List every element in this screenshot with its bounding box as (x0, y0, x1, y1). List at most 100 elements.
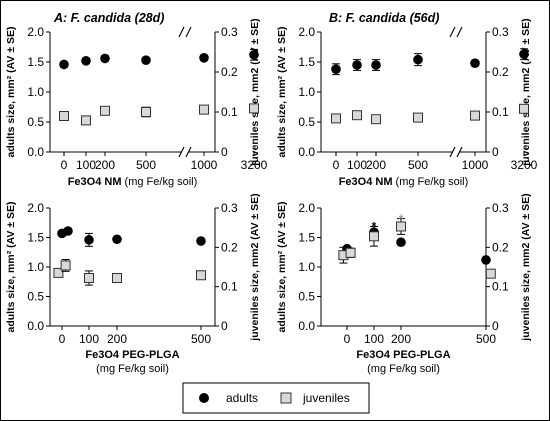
y-left-tick-label: 0.5 (298, 115, 315, 129)
chart-title: A: F. candida (28d) (53, 11, 164, 25)
chart-panel-3: 0.0 0.5 1.0 1.5 2.0 0 0.1 0.2 0.3 0 100 200 500 adult… (5, 193, 261, 375)
juveniles-point (369, 231, 379, 242)
juveniles-point (81, 115, 91, 126)
x-tick-label: 200 (366, 158, 386, 172)
adults-point (112, 234, 122, 245)
y-left-tick-label: 0.0 (27, 145, 44, 159)
x-axis-title-unit: (mg Fe/kg soil) (367, 363, 440, 375)
x-tick-label: 100 (364, 332, 384, 346)
y-left-tick-label: 2.0 (27, 201, 44, 215)
y-right-tick-label: 0.3 (221, 25, 238, 39)
x-tick-label: 100 (76, 158, 96, 172)
y-axis-right-title: juveniles size, mm2 (AV ± SE) (249, 18, 261, 166)
adults-point (59, 59, 69, 70)
y-left-tick-label: 1.0 (298, 260, 315, 274)
adults-point (63, 226, 73, 236)
juveniles-point (141, 107, 151, 117)
y-right-tick-label: 0 (221, 319, 228, 333)
adults-point (413, 54, 423, 65)
x-axis-title-bold: Fe3O4 PEG-PLGA (85, 349, 179, 361)
adults-point (519, 49, 529, 59)
y-right-tick-label: 0.1 (221, 280, 238, 294)
x-tick-label: 0 (344, 332, 351, 346)
adults-point (481, 255, 491, 265)
x-tick-label: 100 (79, 332, 99, 346)
juveniles-point (352, 110, 362, 121)
y-right-tick-label: 0.3 (492, 25, 509, 39)
adults-point (196, 236, 206, 246)
y-axis-left-title: adults size, mm² (AV ± SE) (5, 26, 17, 157)
x-tick-label: 0 (61, 158, 68, 172)
y-left-tick-label: 1.0 (27, 85, 44, 99)
x-tick-label: 100 (347, 158, 367, 172)
y-right-tick-label: 0.2 (221, 65, 238, 79)
x-tick-label: 3200 (241, 158, 268, 172)
y-right-tick-label: 0 (492, 319, 499, 333)
x-axis-title: Fe3O4 PEG-PLGA (356, 349, 450, 361)
x-axis-title-bold: Fe3O4 NM (68, 176, 122, 188)
y-left-tick-label: 0.0 (298, 319, 315, 333)
juveniles-point (470, 110, 480, 121)
adults-point (371, 60, 381, 70)
chart-panel-1: A: F. candida (28d) 0.0 0.5 1.0 1.5 2.0 0 0.1 0.… (5, 11, 268, 188)
y-left-tick-label: 0.0 (27, 319, 44, 333)
x-tick-label: 1000 (462, 158, 489, 172)
y-left-tick-label: 2.0 (27, 25, 44, 39)
adults-point (84, 235, 94, 245)
x-tick-label: 500 (136, 158, 156, 172)
x-axis-title-unit: (mg Fe/kg soil) (393, 176, 469, 188)
adults-point (396, 237, 406, 248)
y-axis-right-title: juveniles size, mm2 (AV ± SE) (520, 193, 532, 341)
y-left-tick-label: 0.5 (27, 290, 44, 304)
x-tick-label: 0 (333, 158, 340, 172)
legend: adults juveniles (182, 382, 370, 414)
juveniles-point (196, 270, 206, 281)
adults-point (470, 58, 480, 68)
legend-juveniles-marker (280, 392, 292, 404)
legend-juveniles-label: juveniles (302, 391, 350, 405)
y-right-tick-label: 0 (221, 145, 228, 159)
x-axis-title-bold: Fe3O4 NM (339, 176, 393, 188)
legend-adults-label: adults (226, 391, 258, 405)
adults-point (141, 55, 151, 65)
axis-break-mark-bottom (456, 146, 463, 158)
y-right-tick-label: 0.1 (492, 105, 509, 119)
y-left-tick-label: 1.5 (298, 231, 315, 245)
x-axis-title-bold: Fe3O4 PEG-PLGA (356, 349, 450, 361)
juveniles-point (331, 113, 341, 124)
juveniles-point (59, 111, 69, 121)
juveniles-point (199, 104, 209, 115)
adults-point (100, 53, 110, 64)
juveniles-point (371, 114, 381, 125)
axis-break-mark-bottom (178, 146, 185, 158)
axis-break-mark-top (178, 26, 185, 38)
juveniles-point (249, 103, 259, 114)
y-left-tick-label: 2.0 (298, 25, 315, 39)
adults-point (352, 60, 362, 70)
x-axis-title: Fe3O4 PEG-PLGA (85, 349, 179, 361)
adults-point (199, 53, 209, 63)
juveniles-point (53, 267, 64, 278)
adults-point (249, 50, 259, 60)
adults-point (331, 64, 341, 74)
y-left-tick-label: 1.5 (27, 231, 44, 245)
adults-point (81, 56, 91, 66)
y-axis-left-title: adults size, mm² (AV ± SE) (5, 201, 17, 332)
chart-panel-4: 0.0 0.5 1.0 1.5 2.0 0 0.1 0.2 0.3 0 100 200 500 adult… (276, 193, 532, 375)
x-axis-title: Fe3O4 NM (mg Fe/kg soil) (68, 176, 198, 188)
axis-break-mark-top (185, 26, 192, 38)
y-left-tick-label: 0.5 (27, 115, 44, 129)
x-tick-label: 500 (408, 158, 428, 172)
juveniles-point (100, 105, 110, 116)
axis-break-mark-bottom (449, 146, 456, 158)
y-left-tick-label: 0.5 (298, 290, 315, 304)
y-left-tick-label: 1.5 (27, 55, 44, 69)
chart-panel-2: B: F. candida (56d) 0.0 0.5 1.0 1.5 2.0 0 0.1 0.… (276, 11, 538, 188)
y-left-tick-label: 1.0 (27, 260, 44, 274)
x-tick-label: 3200 (511, 158, 538, 172)
x-tick-label: 200 (107, 332, 127, 346)
y-right-tick-label: 0.3 (221, 201, 238, 215)
axis-break-mark-top (456, 26, 463, 38)
y-right-tick-label: 0.1 (221, 105, 238, 119)
